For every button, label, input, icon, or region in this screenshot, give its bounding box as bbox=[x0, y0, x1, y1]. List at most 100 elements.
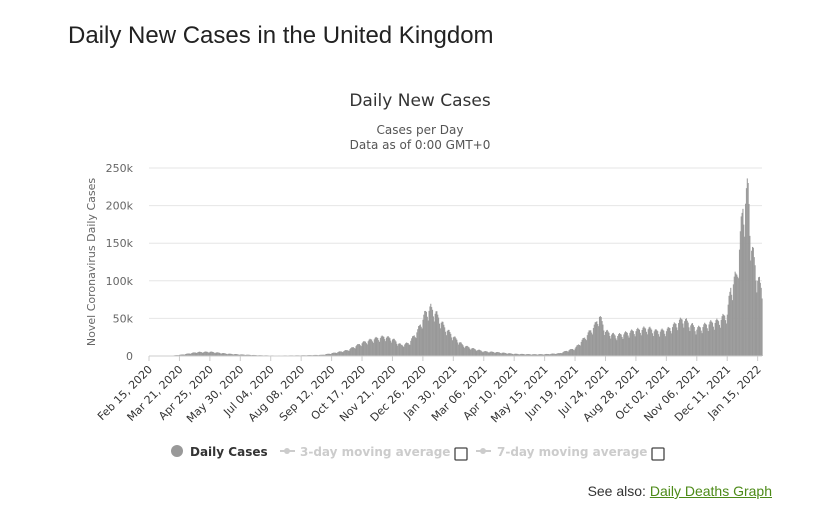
daily-case-bar bbox=[742, 208, 744, 356]
daily-case-bar bbox=[629, 332, 631, 356]
daily-case-bar bbox=[512, 354, 514, 356]
daily-case-bar bbox=[243, 354, 245, 356]
daily-case-bar bbox=[598, 326, 600, 356]
daily-case-bar bbox=[226, 354, 228, 356]
daily-case-bar bbox=[216, 352, 218, 356]
daily-case-bar bbox=[645, 328, 647, 356]
daily-case-bar bbox=[550, 353, 552, 356]
daily-case-bar bbox=[555, 354, 557, 356]
daily-case-bar bbox=[452, 337, 454, 356]
daily-case-bar bbox=[238, 354, 240, 356]
daily-case-bar bbox=[339, 351, 341, 356]
daily-case-bar bbox=[246, 354, 248, 356]
daily-case-bar bbox=[691, 323, 693, 356]
daily-case-bar bbox=[652, 336, 654, 356]
daily-case-bar bbox=[480, 350, 482, 356]
daily-case-bar bbox=[680, 318, 682, 356]
daily-case-bar bbox=[449, 332, 451, 356]
daily-deaths-graph-link[interactable]: Daily Deaths Graph bbox=[649, 483, 772, 499]
daily-case-bar bbox=[691, 323, 694, 356]
daily-case-bar bbox=[372, 342, 374, 356]
checkbox-7-day-average[interactable] bbox=[651, 447, 665, 461]
daily-case-bar bbox=[341, 351, 343, 356]
daily-case-bar bbox=[518, 354, 521, 356]
daily-case-bar bbox=[653, 331, 655, 356]
checkbox-3-day-average[interactable] bbox=[454, 447, 468, 461]
daily-case-bar bbox=[202, 352, 204, 356]
daily-case-bar bbox=[530, 354, 532, 356]
daily-case-bar bbox=[188, 353, 190, 356]
daily-case-bar bbox=[455, 338, 457, 356]
daily-case-bar bbox=[496, 352, 498, 356]
daily-case-bar bbox=[606, 329, 608, 356]
daily-case-bar bbox=[584, 337, 586, 356]
daily-case-bar bbox=[534, 354, 536, 356]
daily-case-bar bbox=[703, 324, 705, 356]
daily-case-bar bbox=[187, 353, 189, 356]
daily-case-bar bbox=[717, 320, 719, 356]
daily-case-bar bbox=[544, 354, 546, 356]
daily-case-bar bbox=[498, 352, 500, 356]
daily-case-bar bbox=[393, 338, 395, 356]
daily-case-bar bbox=[453, 336, 455, 356]
daily-case-bar bbox=[404, 344, 406, 356]
daily-case-bar bbox=[737, 276, 739, 356]
daily-case-bar bbox=[715, 320, 717, 356]
daily-case-bar bbox=[486, 351, 488, 356]
daily-case-bar bbox=[416, 332, 418, 356]
daily-case-bar bbox=[637, 327, 639, 356]
daily-case-bar bbox=[494, 352, 496, 356]
daily-case-bar bbox=[178, 354, 181, 356]
daily-case-bar bbox=[225, 353, 227, 356]
daily-case-bar bbox=[744, 236, 746, 356]
daily-case-bar bbox=[561, 353, 563, 356]
daily-case-bar bbox=[698, 325, 700, 356]
daily-case-bar bbox=[462, 345, 464, 356]
daily-case-bar bbox=[752, 247, 754, 356]
legend-item-7-day-average[interactable]: 7-day moving average bbox=[476, 445, 647, 459]
daily-case-bar bbox=[375, 336, 377, 356]
daily-case-bar bbox=[253, 354, 255, 356]
daily-case-bar bbox=[329, 353, 331, 356]
daily-case-bar bbox=[535, 354, 537, 356]
daily-case-bar bbox=[364, 341, 366, 356]
daily-case-bar bbox=[336, 353, 338, 356]
legend-item-daily-cases[interactable]: Daily Cases bbox=[171, 445, 268, 459]
daily-case-bar bbox=[670, 331, 672, 356]
daily-case-bar bbox=[647, 329, 649, 356]
daily-case-bar bbox=[748, 203, 750, 356]
daily-case-bar bbox=[247, 354, 249, 356]
daily-case-bar bbox=[363, 341, 365, 356]
legend-item-3-day-average[interactable]: 3-day moving average bbox=[280, 445, 450, 459]
daily-case-bar bbox=[663, 330, 665, 356]
legend-marker-daily-cases bbox=[171, 445, 183, 457]
daily-case-bar bbox=[394, 340, 396, 356]
daily-case-bar bbox=[332, 352, 334, 356]
daily-case-bar bbox=[378, 341, 381, 356]
daily-case-bar bbox=[437, 314, 439, 356]
daily-case-bar bbox=[398, 343, 400, 356]
daily-case-bar bbox=[572, 349, 574, 356]
daily-case-bar bbox=[495, 352, 497, 356]
daily-case-bar bbox=[348, 350, 350, 356]
daily-case-bar bbox=[518, 354, 520, 356]
daily-case-bar bbox=[660, 329, 662, 356]
daily-case-bar bbox=[505, 353, 507, 356]
daily-case-bar bbox=[751, 250, 753, 356]
daily-case-bar bbox=[479, 350, 481, 356]
daily-case-bar bbox=[397, 345, 399, 356]
daily-case-bar bbox=[351, 347, 353, 356]
daily-case-bar bbox=[352, 347, 354, 356]
daily-case-bar bbox=[559, 352, 561, 356]
daily-case-bar bbox=[551, 353, 553, 356]
daily-case-bar bbox=[205, 351, 207, 356]
daily-case-bar bbox=[718, 321, 720, 356]
daily-case-bar bbox=[527, 354, 529, 356]
daily-case-bar bbox=[734, 271, 736, 356]
daily-case-bar bbox=[240, 354, 242, 356]
daily-case-bar bbox=[698, 326, 700, 356]
daily-case-bar bbox=[522, 353, 524, 356]
daily-case-bar bbox=[347, 350, 349, 356]
daily-case-bar bbox=[403, 346, 405, 356]
daily-case-bar bbox=[529, 354, 531, 356]
